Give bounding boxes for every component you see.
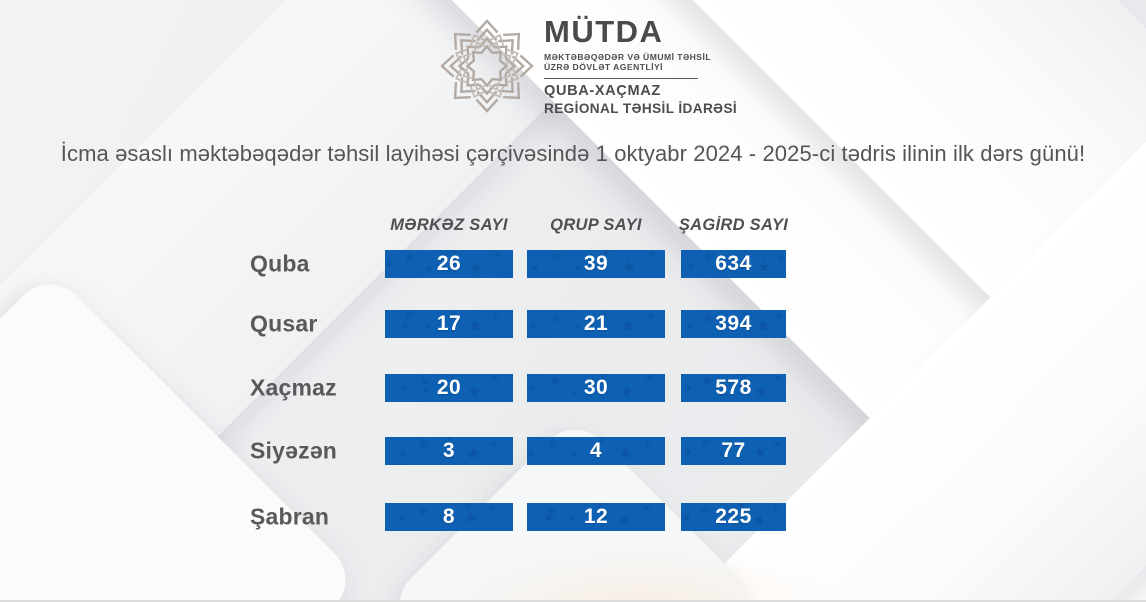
bar-value: 17 (436, 312, 462, 335)
brand-text-block: MÜTDA MƏKTƏBƏQƏDƏR VƏ ÜMUMİ TƏHSİL ÜZRƏ … (544, 14, 738, 116)
bar-value: 20 (436, 376, 462, 399)
value-bar: ★ ★ ★ ★ ★ ★ 17 (385, 310, 513, 338)
value-bar: ★ ★ ★ ★ ★ ★ 225 (681, 503, 786, 531)
value-bar: ★ ★ ★ ★ ★ ★ 30 (527, 374, 665, 402)
value-bar: ★ ★ ★ ★ ★ ★ 394 (681, 310, 786, 338)
bar-value: 8 (442, 505, 456, 528)
value-bar: ★ ★ ★ ★ ★ ★ 77 (681, 437, 786, 465)
column-header: ŞAGİRD SAYI (678, 216, 789, 234)
bar-value: 30 (583, 376, 609, 399)
value-bar: ★ ★ ★ ★ ★ ★ 3 (385, 437, 513, 465)
value-bar: ★ ★ ★ ★ ★ ★ 12 (527, 503, 665, 531)
value-bar: ★ ★ ★ ★ ★ ★ 634 (681, 250, 786, 278)
region-label: Şabran (250, 503, 330, 530)
bar-value: 39 (583, 252, 609, 275)
bar-value: 21 (583, 312, 609, 335)
column-header: QRUP SAYI (550, 216, 642, 234)
bar-value: 578 (715, 376, 752, 399)
agency-line-1: MƏKTƏBƏQƏDƏR VƏ ÜMUMİ TƏHSİL (544, 51, 712, 62)
brand-name: MÜTDA (544, 14, 664, 49)
value-bar: ★ ★ ★ ★ ★ ★ 20 (385, 374, 513, 402)
brand-logo: MÜTDA MƏKTƏBƏQƏDƏR VƏ ÜMUMİ TƏHSİL ÜZRƏ … (438, 14, 738, 116)
bar-value: 26 (436, 252, 462, 275)
column-header: MƏRKƏZ SAYI (390, 216, 508, 234)
region-label: Quba (250, 250, 310, 277)
bar-value: 4 (589, 439, 603, 462)
bar-value: 394 (715, 312, 752, 335)
regional-office-line-2: REGİONAL TƏHSİL İDARƏSİ (544, 100, 738, 116)
value-bar: ★ ★ ★ ★ ★ ★ 578 (681, 374, 786, 402)
page-title: İcma əsaslı məktəbəqədər təhsil layihəsi… (60, 141, 1086, 166)
value-bar: ★ ★ ★ ★ ★ ★ 39 (527, 250, 665, 278)
region-label: Qusar (250, 310, 318, 337)
snowflake-ornament-icon (440, 19, 534, 113)
value-bar: ★ ★ ★ ★ ★ ★ 21 (527, 310, 665, 338)
value-bar: ★ ★ ★ ★ ★ ★ 4 (527, 437, 665, 465)
agency-line-2: ÜZRƏ DÖVLƏT AGENTLİYİ (544, 62, 664, 73)
region-label: Xaçmaz (250, 374, 337, 401)
bar-value: 634 (715, 252, 752, 275)
value-bar: ★ ★ ★ ★ ★ ★ 8 (385, 503, 513, 531)
bar-value: 225 (715, 505, 752, 528)
region-label: Siyəzən (250, 437, 338, 464)
bar-value: 77 (721, 439, 746, 462)
regional-office-line-1: QUBA-XAÇMAZ (544, 82, 661, 99)
logo-divider (544, 77, 698, 79)
bar-value: 12 (583, 505, 609, 528)
bar-value: 3 (442, 439, 456, 462)
background-glow (430, 545, 850, 600)
value-bar: ★ ★ ★ ★ ★ ★ 26 (385, 250, 513, 278)
